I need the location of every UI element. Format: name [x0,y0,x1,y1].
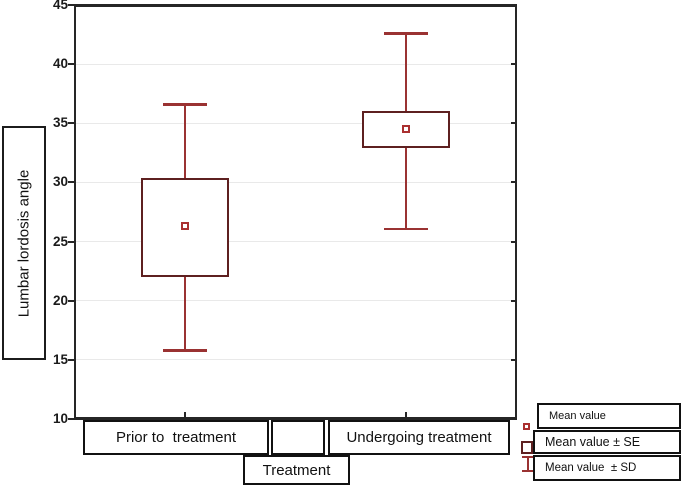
x-category-label-text: Undergoing treatment [346,429,492,446]
sd-whisker-marker-icon [527,456,529,472]
plot-area [74,4,517,420]
x-axis-title: Treatment [262,461,331,479]
x-category-label-prior: Prior to treatment [83,420,269,455]
y-axis-title: Lumbar lordosis angle [15,169,33,317]
legend-entry-mean: Mean value [537,403,681,429]
y-tick-label: 45 [52,0,68,12]
x-axis-title-box: Treatment [243,455,350,485]
y-tick-label: 10 [52,411,68,426]
mean-value-marker-icon [523,423,530,430]
y-axis-title-box: Lumbar lordosis angle [2,126,46,360]
sd-whisker-marker-cap [522,456,533,458]
legend-entry-se: Mean value ± SE [533,430,681,454]
legend-entry-sd: Mean value ± SD [533,455,681,481]
legend-label: Mean value ± SD [545,462,637,474]
legend-label: Mean value ± SE [545,435,641,449]
y-tick-label: 40 [52,56,68,72]
sd-whisker-marker-cap [522,470,533,472]
legend-label: Mean value [549,410,606,422]
x-category-label-text: Prior to treatment [115,429,237,446]
x-category-label-undergoing: Undergoing treatment [328,420,510,455]
se-box-marker-icon [521,441,533,454]
x-category-spacer-box [271,420,325,455]
